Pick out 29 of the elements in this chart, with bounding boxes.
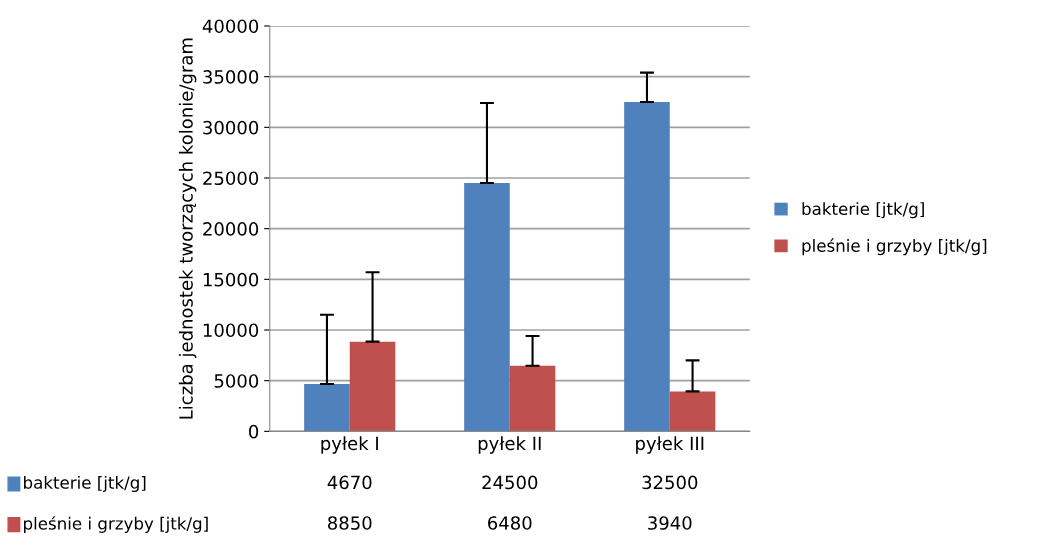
bar [349, 341, 396, 432]
data-label: 32500 [642, 475, 698, 490]
bar [669, 391, 716, 432]
y-tick-label: 25000 [203, 171, 259, 186]
legend-label: bakterie [jtk/g] [802, 202, 924, 219]
bar [304, 384, 350, 432]
y-axis-title: Liczba jednostek tworzących kolonie/gram [178, 38, 197, 419]
x-tick-label: pyłek III [636, 436, 704, 454]
x-tick-label: pyłek II [478, 436, 541, 454]
legend-label: pleśnie i grzyby [jtk/g] [802, 238, 987, 256]
y-tick-label: 40000 [202, 19, 259, 34]
x-tick-label: pyłek I [321, 436, 378, 454]
text: bakterie [jtk/g] [24, 475, 146, 493]
bar [624, 101, 670, 432]
text: pleśnie i grzyby [jtk/g] [24, 516, 208, 533]
y-tick-label: 5000 [214, 374, 259, 388]
bar [509, 365, 556, 432]
data-label: 6480 [488, 516, 532, 530]
y-tick-label: 30000 [203, 120, 259, 135]
data-label: 8850 [328, 516, 372, 530]
data-label: 24500 [482, 475, 538, 490]
y-tick-label: 15000 [203, 272, 259, 287]
data-label: 4670 [327, 475, 372, 490]
data-label: 3940 [648, 516, 692, 530]
y-tick-label: 10000 [203, 323, 259, 338]
y-tick-label: 0 [249, 424, 259, 439]
y-tick-label: 35000 [203, 70, 259, 84]
bar [464, 183, 510, 432]
y-tick-label: 20000 [203, 222, 259, 236]
